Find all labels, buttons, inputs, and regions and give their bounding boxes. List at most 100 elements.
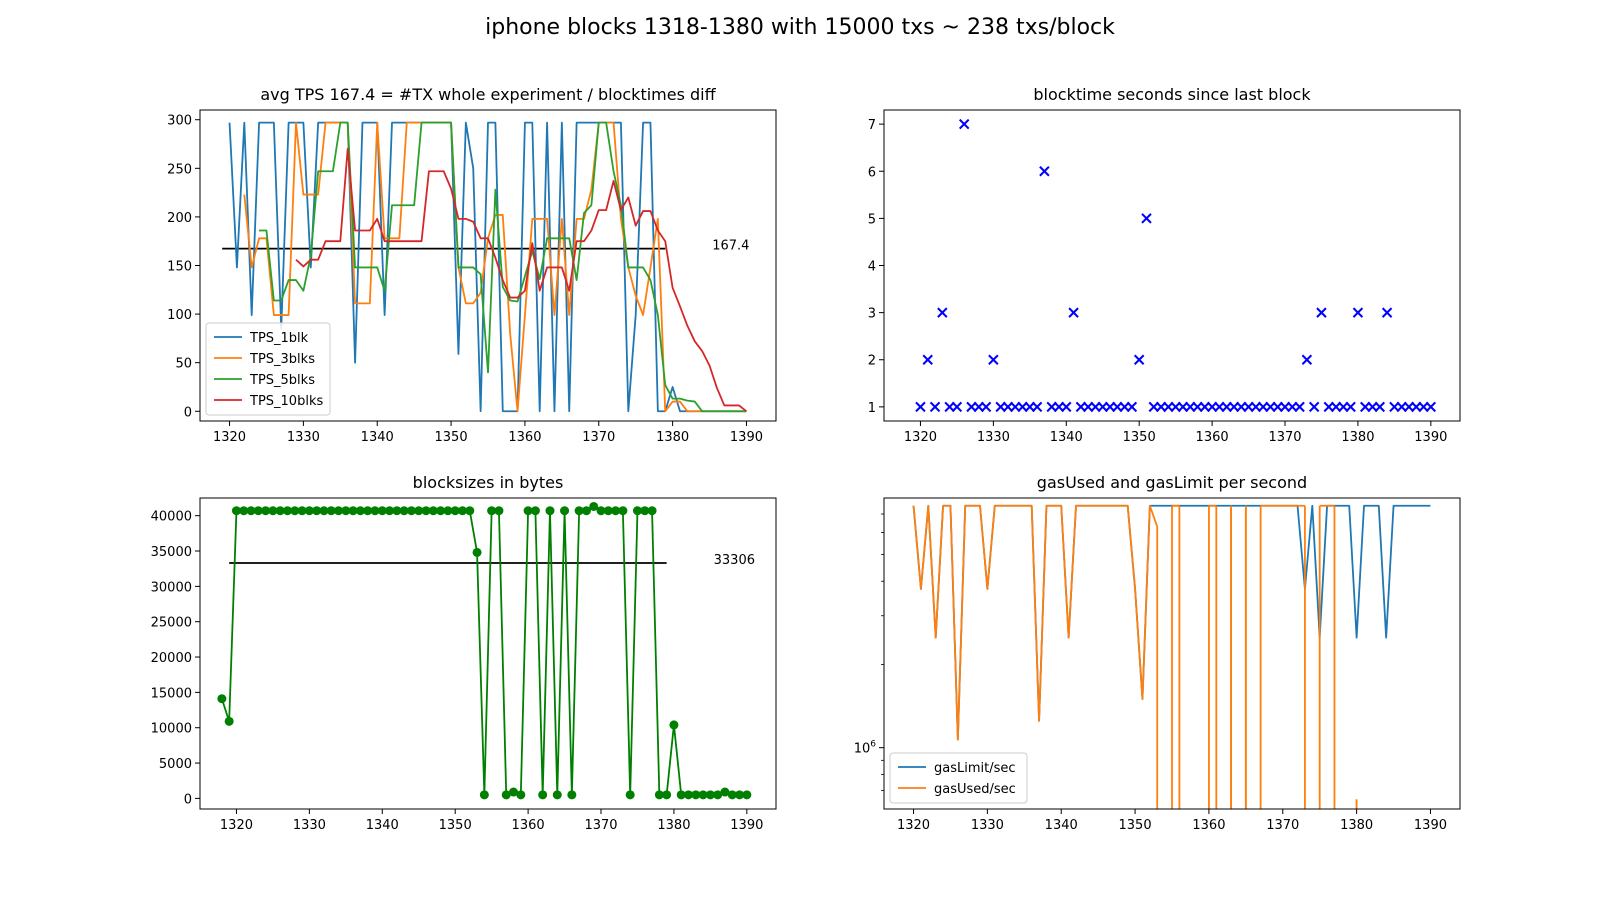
x-tick-label: 1380 — [1341, 430, 1374, 445]
y-tick-label: 4 — [868, 260, 876, 275]
y-tick-base: 10 — [854, 742, 871, 757]
axes-frame — [199, 109, 777, 422]
data-point — [1039, 166, 1050, 177]
x-tick-label: 1320 — [213, 430, 246, 445]
data-point — [421, 506, 431, 516]
y-tick-label: 5 — [868, 212, 876, 227]
legend: TPS_1blk TPS_3blks TPS_5blks TPS_10blks — [205, 322, 331, 416]
x-tick-label: 1360 — [1196, 430, 1229, 445]
data-point — [275, 506, 285, 516]
data-point — [326, 506, 336, 516]
data-point — [1031, 401, 1043, 413]
marker-stroke — [1031, 401, 1043, 413]
data-point — [654, 790, 664, 800]
marker-stroke — [1301, 354, 1313, 365]
blocksize-panel: blocksizes in bytes 1320 1330 1340 1350 1360 1… — [151, 473, 777, 833]
data-point — [348, 506, 358, 516]
legend-label: TPS_1blk — [249, 331, 309, 346]
data-point — [662, 790, 672, 800]
x-tick-label: 1340 — [1045, 818, 1078, 833]
data-point — [355, 506, 365, 516]
y-tick-label: 50 — [175, 357, 192, 372]
marker-stroke — [1133, 354, 1145, 365]
y-tick-label: 0 — [184, 792, 192, 807]
data-point — [1425, 401, 1437, 413]
marker-stroke — [1316, 307, 1327, 318]
data-point — [1345, 401, 1356, 413]
data-point — [611, 506, 621, 516]
data-point — [735, 790, 745, 800]
data-point — [929, 401, 941, 413]
y-tick-label: 20000 — [151, 651, 192, 666]
data-point — [246, 506, 256, 516]
data-point — [1126, 401, 1138, 413]
data-point — [922, 354, 933, 365]
data-point — [720, 787, 730, 797]
data-point — [239, 506, 249, 516]
y-tick-label: 200 — [167, 211, 192, 226]
marker-stroke — [951, 401, 963, 413]
y-tick-label: 7 — [868, 118, 876, 133]
data-point — [545, 506, 555, 516]
data-point — [581, 506, 591, 516]
marker-stroke — [958, 118, 970, 130]
legend-box — [889, 752, 1028, 804]
data-point — [713, 790, 723, 800]
data-point — [589, 501, 599, 511]
x-tick-label: 1360 — [512, 818, 545, 833]
data-point — [538, 790, 548, 800]
data-point — [370, 506, 380, 516]
marker-stroke — [1061, 401, 1072, 413]
axes-frame — [883, 109, 1461, 422]
data-point — [428, 506, 438, 516]
y-tick-label: 10000 — [151, 722, 192, 737]
data-point — [217, 694, 227, 704]
data-point — [698, 790, 708, 800]
reference-line-label: 33306 — [714, 553, 755, 568]
data-point — [560, 506, 570, 516]
x-tick-label: 1370 — [584, 818, 617, 833]
reference-line-label: 167.4 — [712, 239, 749, 254]
data-point — [603, 506, 613, 516]
series-line — [912, 504, 1159, 741]
data-point — [399, 506, 409, 516]
marker-stroke — [1126, 401, 1138, 413]
data-point — [268, 506, 278, 516]
marker-stroke — [988, 354, 999, 365]
marker-stroke — [1425, 401, 1437, 413]
x-tick-label: 1380 — [1340, 818, 1373, 833]
x-tick-label: 1350 — [435, 430, 468, 445]
plot-area — [912, 504, 1431, 809]
legend-label: gasUsed/sec — [934, 782, 1016, 797]
data-point — [567, 790, 577, 800]
data-point — [1294, 401, 1305, 413]
x-tick-label: 1370 — [1268, 430, 1301, 445]
axes-frame — [883, 497, 1461, 810]
x-tick-label: 1340 — [1050, 430, 1083, 445]
series-line — [243, 121, 747, 413]
data-point — [958, 118, 970, 130]
data-point — [282, 506, 292, 516]
data-point — [487, 506, 497, 516]
panel-title: blocktime seconds since last block — [1033, 85, 1311, 104]
data-point — [377, 506, 387, 516]
data-point — [363, 506, 373, 516]
x-tick-label: 1370 — [1266, 818, 1299, 833]
data-point — [406, 506, 416, 516]
data-point — [414, 506, 424, 516]
series-line — [295, 147, 748, 412]
data-point — [618, 506, 628, 516]
data-point — [951, 401, 963, 413]
data-point — [523, 506, 533, 516]
data-point — [915, 401, 926, 413]
data-point — [625, 790, 635, 800]
marker-stroke — [1068, 307, 1079, 318]
data-point — [509, 787, 519, 797]
data-point — [516, 790, 526, 800]
marker-stroke — [980, 401, 992, 413]
data-point — [457, 506, 467, 516]
x-tick-label: 1330 — [293, 818, 326, 833]
x-tick-label: 1320 — [897, 818, 930, 833]
